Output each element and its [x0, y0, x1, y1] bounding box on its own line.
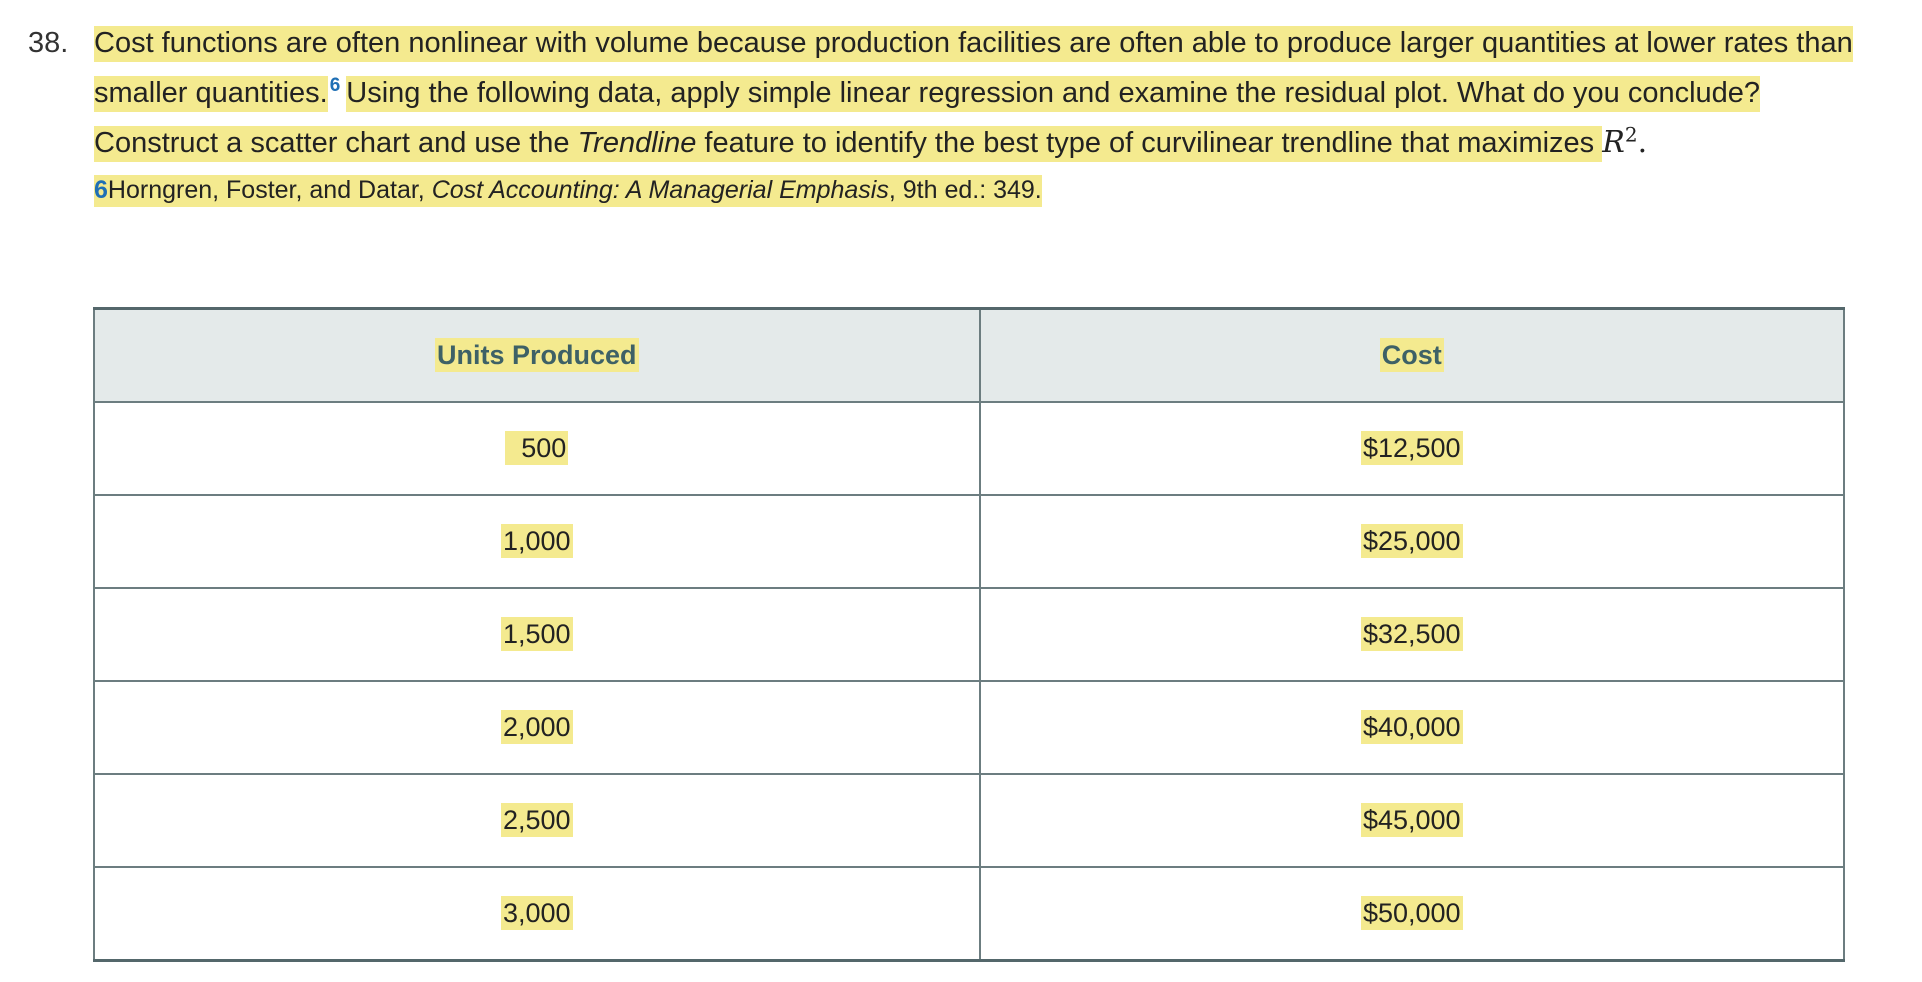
- units-cell: 2,000: [93, 680, 981, 775]
- math-exponent: 2: [1624, 122, 1638, 147]
- table-row: 500 $12,500: [93, 401, 1845, 496]
- trendline-italic: Trendline: [577, 127, 697, 159]
- footnote-book-title: Cost Accounting: A Managerial Emphasis: [431, 176, 889, 204]
- units-value: 500: [505, 431, 569, 465]
- table-row: 1,500 $32,500: [93, 587, 1845, 682]
- units-value: 2,500: [500, 803, 573, 837]
- cost-value: $32,500: [1360, 617, 1463, 651]
- header-cost: Cost: [978, 307, 1845, 403]
- cost-cell: $12,500: [978, 401, 1845, 496]
- question-number: 38.: [28, 27, 69, 59]
- question-body: Cost functions are often nonlinear with …: [94, 18, 1854, 212]
- table-header-row: Units Produced Cost: [93, 307, 1845, 403]
- cost-cell: $45,000: [978, 773, 1845, 868]
- question-text-part3: feature to identify the best type of cur…: [696, 126, 1603, 162]
- math-period: .: [1637, 125, 1648, 160]
- units-value: 1,500: [500, 617, 573, 651]
- cost-value: $12,500: [1360, 431, 1463, 465]
- cost-value: $45,000: [1360, 803, 1463, 837]
- cost-cell: $50,000: [978, 866, 1845, 962]
- units-cell: 500: [93, 401, 981, 496]
- table-row: 2,000 $40,000: [93, 680, 1845, 775]
- units-value: 3,000: [500, 896, 573, 930]
- units-cell: 2,500: [93, 773, 981, 868]
- cost-cell: $32,500: [978, 587, 1845, 682]
- footnote-authors: Horngren, Foster, and Datar,: [107, 176, 432, 204]
- header-units-produced: Units Produced: [93, 307, 981, 403]
- cost-value: $50,000: [1360, 896, 1463, 930]
- question-text: Cost functions are often nonlinear with …: [94, 18, 1854, 168]
- cost-value: $25,000: [1360, 524, 1463, 558]
- footnote-reference-link[interactable]: 6: [329, 75, 341, 97]
- trendline-term: Trendline: [577, 126, 697, 162]
- footnote-edition: , 9th ed.: 349.: [888, 176, 1042, 204]
- footnote: 6Horngren, Foster, and Datar, Cost Accou…: [94, 168, 1854, 212]
- table-row: 3,000 $50,000: [93, 866, 1845, 962]
- math-variable-r: R: [1602, 125, 1625, 160]
- r-squared-math: R2.: [1602, 124, 1648, 160]
- cost-cell: $40,000: [978, 680, 1845, 775]
- footnote-number: 6: [94, 176, 108, 204]
- footnote-highlight: 6Horngren, Foster, and Datar, Cost Accou…: [94, 175, 1042, 207]
- units-value: 1,000: [500, 524, 573, 558]
- units-value: 2,000: [500, 710, 573, 744]
- units-cell: 1,500: [93, 587, 981, 682]
- data-table: Units Produced Cost 500 $12,500 1,000 $2…: [93, 307, 1845, 962]
- units-cell: 3,000: [93, 866, 981, 962]
- cost-cell: $25,000: [978, 494, 1845, 589]
- table-row: 2,500 $45,000: [93, 773, 1845, 868]
- table-row: 1,000 $25,000: [93, 494, 1845, 589]
- header-units-produced-label: Units Produced: [434, 338, 639, 372]
- header-cost-label: Cost: [1379, 338, 1444, 372]
- cost-value: $40,000: [1360, 710, 1463, 744]
- units-cell: 1,000: [93, 494, 981, 589]
